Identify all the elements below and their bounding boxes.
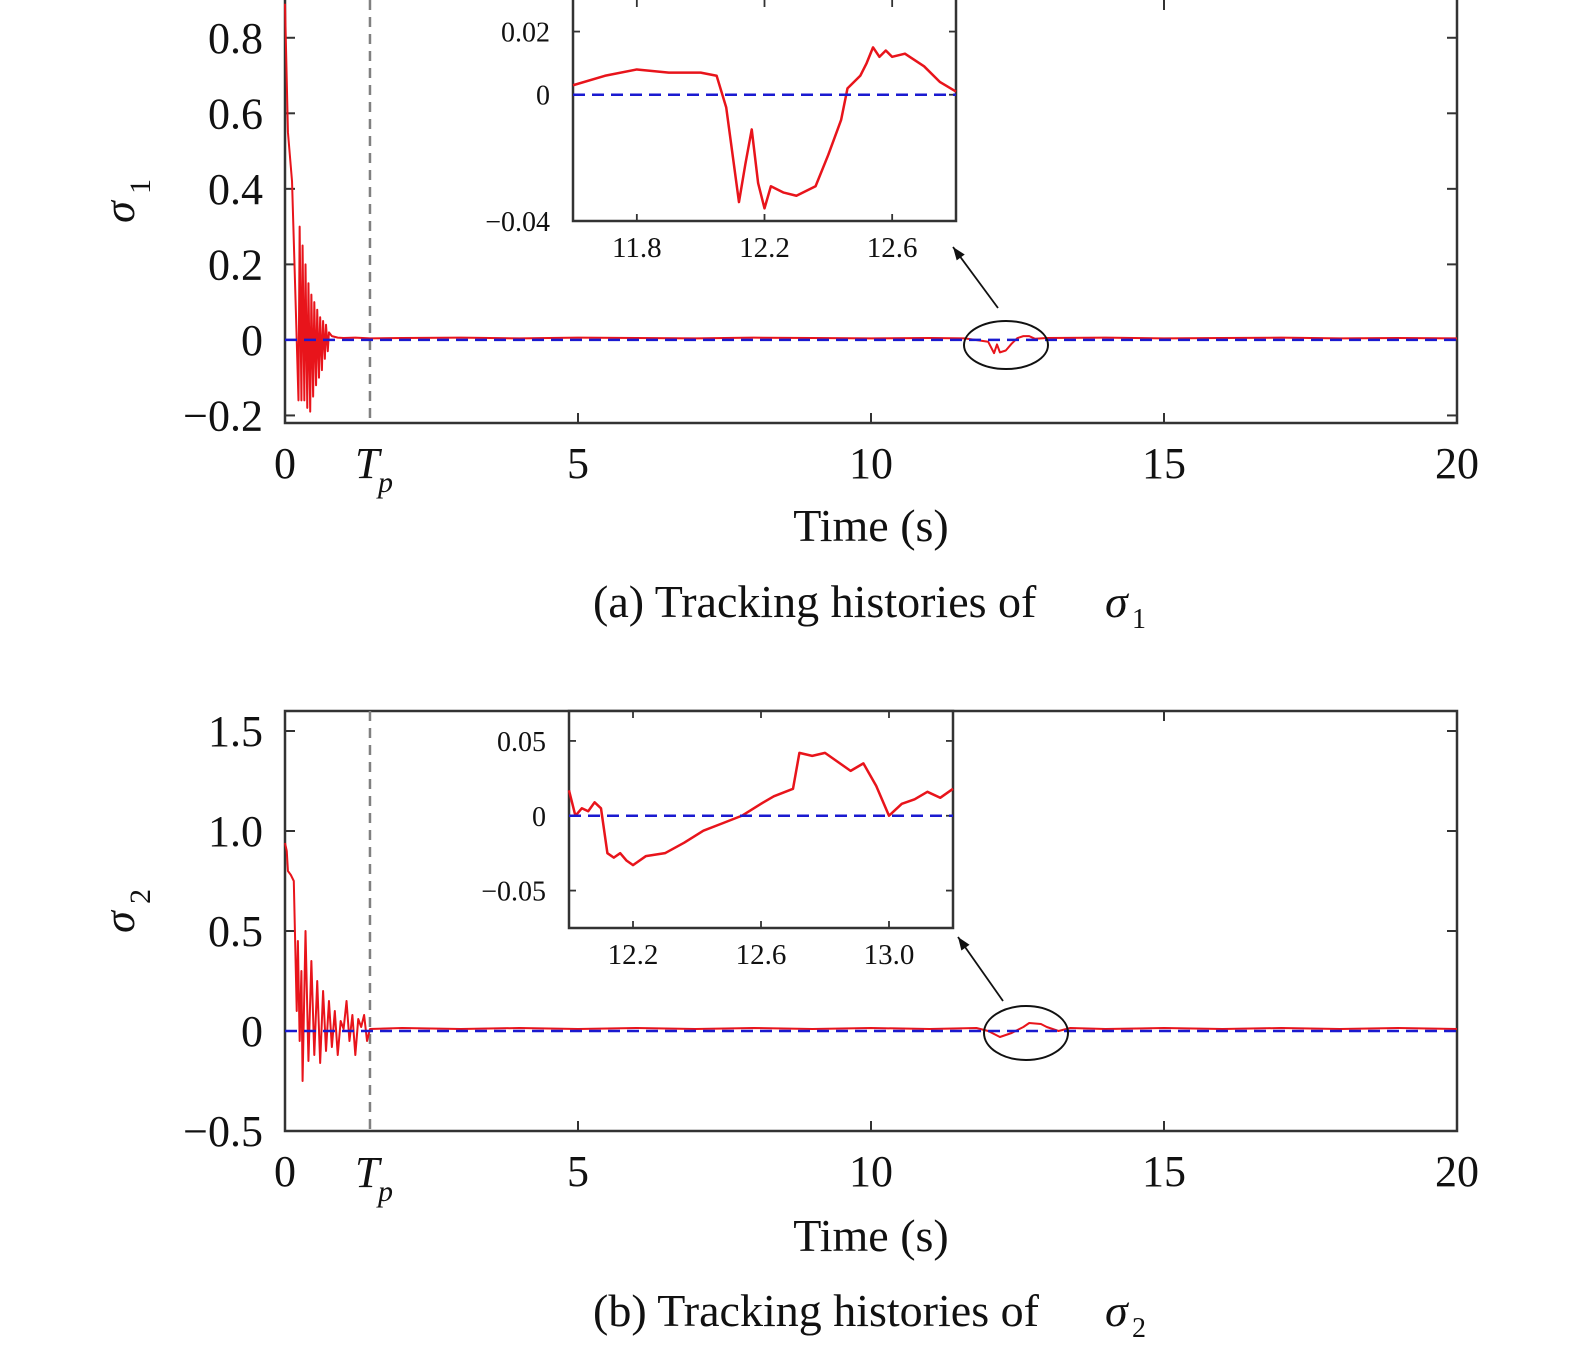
y-tick-label: 0.2 [208,240,263,289]
inset-layer: 12.2 12.6 13.0 0.05 0 −0.05 [481,711,954,971]
inset-y-tick-label: 0.05 [497,727,546,758]
inset-layer: 11.8 12.2 12.6 0.02 0 −0.04 [485,0,957,264]
tp-label: T p [355,439,393,499]
inset-frame [567,709,955,930]
axes-ticks: 0 5 10 15 20−0.200.20.40.60.8 [183,0,1479,488]
x-tick-label: 5 [567,1147,589,1196]
inset-y-tick-label: −0.05 [481,877,546,908]
x-tick-label: 20 [1435,439,1479,488]
callout-arrow-head [953,247,965,261]
x-tick-label: 10 [849,1147,893,1196]
caption-symbol: σ [1105,1285,1130,1336]
highlight-ellipse [963,320,1049,370]
x-axis-label: Time (s) [793,500,949,551]
x-axis-label: Time (s) [793,1210,949,1261]
y-tick-label: 1.0 [208,807,263,856]
y-tick-label: 0.6 [208,89,263,138]
y-tick-label: 0 [241,1007,263,1056]
x-tick-label: 20 [1435,1147,1479,1196]
highlight-ellipse [983,1005,1069,1061]
y-axis-label: σ 2 [95,889,157,933]
inset-x-tick-label: 12.2 [739,232,790,264]
inset-y-tick-label: −0.04 [485,207,550,238]
y-axis-label: σ 1 [95,179,157,223]
caption-symbol: σ [1105,576,1130,627]
y-axis-symbol: σ [95,909,144,933]
x-tick-label: 15 [1142,439,1186,488]
inset-signal-line [572,46,957,210]
y-axis-subscript: 1 [124,179,157,194]
x-tick-label: 15 [1142,1147,1186,1196]
x-tick-label: 5 [567,439,589,488]
y-tick-label: 0 [241,316,263,365]
caption-subscript: 1 [1132,604,1146,635]
panel-a: 0 5 10 15 20−0.200.20.40.60.8 11.8 12.2 12.60.… [95,0,1479,635]
panel-b: 0 5 10 15 20−0.500.51.01.5 12.2 12.6 13.00.050… [95,707,1479,1344]
caption: (a) Tracking histories of σ 1 [593,576,1146,635]
inset-x-tick-label: 12.6 [867,232,918,264]
y-tick-label: 1.5 [208,707,263,756]
caption-subscript: 2 [1132,1313,1146,1344]
tp-sub: p [376,1175,393,1208]
series-layer [284,711,1458,1131]
inset-x-tick-label: 13.0 [864,939,915,971]
caption: (b) Tracking histories of σ 2 [593,1285,1146,1344]
inset-y-tick-label: 0 [532,802,546,833]
axes-ticks: 0 5 10 15 20−0.500.51.01.5 [183,707,1479,1196]
caption-text: (a) Tracking histories of [593,576,1048,627]
inset-frame [571,0,958,223]
y-tick-label: 0.5 [208,907,263,956]
x-tick-label: 0 [274,1147,296,1196]
inset-y-tick-label: 0 [536,81,550,112]
y-axis-symbol: σ [95,199,144,223]
inset-x-tick-label: 11.8 [612,232,662,264]
inset-x-tick-label: 12.6 [736,939,787,971]
inset-y-tick-label: 0.02 [501,18,550,49]
tp-label: T p [355,1148,393,1208]
tp-sub: p [376,466,393,499]
y-tick-label: −0.5 [183,1107,263,1156]
callout-arrow-head [958,937,970,951]
signal-line [284,842,1458,1082]
y-tick-label: 0.4 [208,165,263,214]
y-tick-label: −0.2 [183,391,263,440]
x-tick-label: 10 [849,439,893,488]
y-tick-label: 0.8 [208,14,263,63]
tp-main: T [355,1148,383,1197]
caption-text: (b) Tracking histories of [593,1285,1050,1336]
callout-arrow-line [957,936,1004,1002]
series-layer [284,0,1458,423]
inset-x-tick-label: 12.2 [608,939,659,971]
y-axis-subscript: 2 [124,889,157,904]
x-tick-label: 0 [274,439,296,488]
signal-line [284,3,1458,413]
tp-main: T [355,439,383,488]
